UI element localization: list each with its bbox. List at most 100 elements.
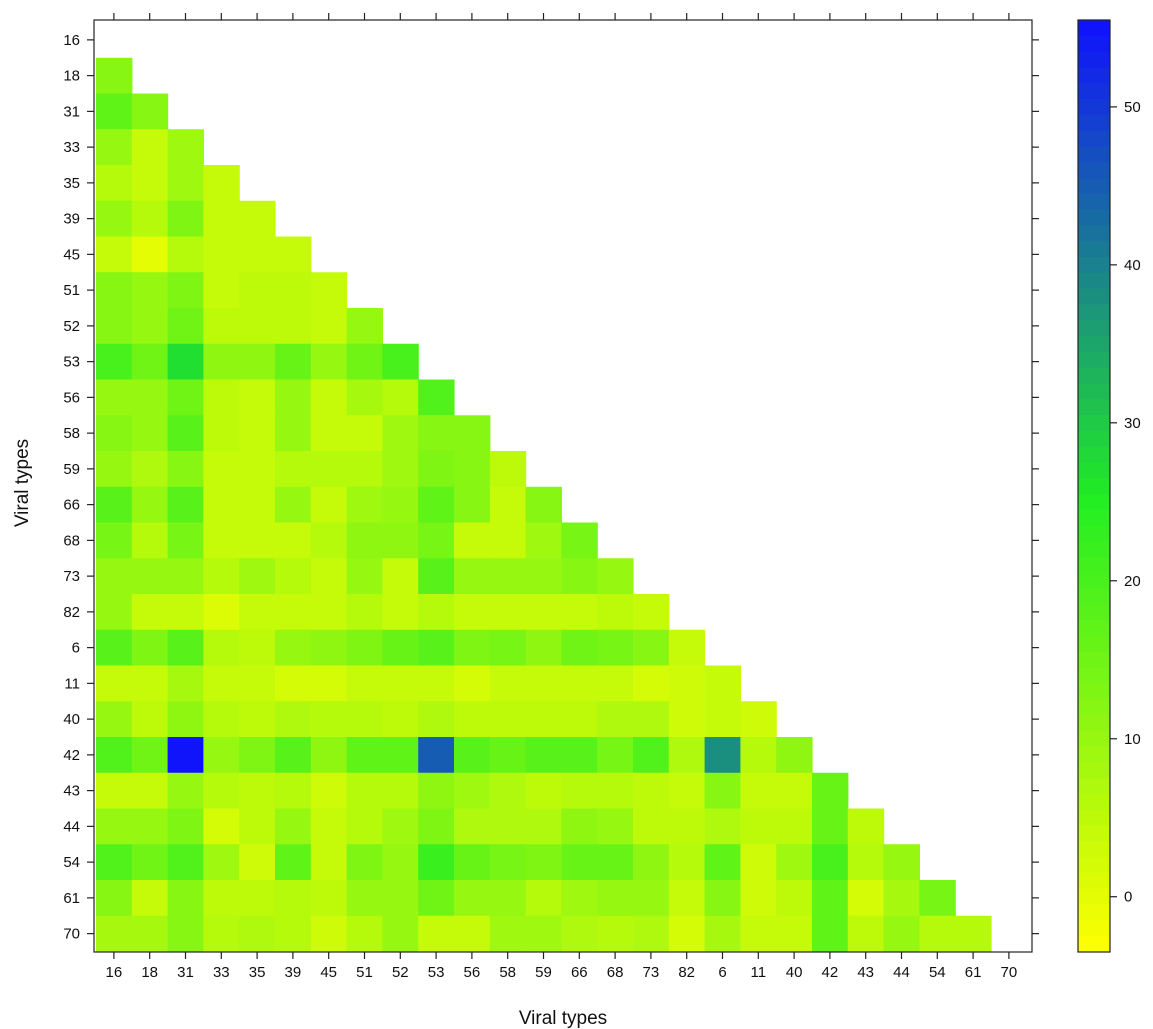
colorbar-step <box>1078 636 1110 653</box>
heatmap-cell <box>96 451 133 488</box>
heatmap-cell <box>382 844 419 881</box>
heatmap-cell <box>239 236 276 273</box>
colorbar-tick-label: 0 <box>1124 889 1132 906</box>
colorbar-step <box>1078 146 1110 163</box>
heatmap-cell <box>239 737 276 774</box>
heatmap-cell <box>131 165 169 202</box>
heatmap-cell <box>382 701 419 738</box>
heatmap-cell <box>418 808 455 845</box>
heatmap-cell <box>525 772 562 810</box>
heatmap-cell <box>561 808 598 845</box>
colorbar-step <box>1078 351 1110 369</box>
heatmap-cell <box>96 308 133 345</box>
heatmap-cell <box>239 343 276 381</box>
heatmap-cell <box>239 522 276 559</box>
heatmap-cell <box>489 558 527 595</box>
x-tick-label: 31 <box>177 964 194 981</box>
heatmap-cell <box>418 737 455 774</box>
heatmap-cell <box>275 415 312 452</box>
colorbar-step <box>1078 98 1110 116</box>
heatmap-cell <box>454 415 491 452</box>
heatmap-cell <box>489 880 527 917</box>
heatmap-cell <box>525 522 562 559</box>
heatmap-cell <box>167 915 204 953</box>
colorbar-step <box>1078 746 1110 763</box>
heatmap-cell <box>203 451 240 488</box>
x-tick-label: 54 <box>929 964 946 981</box>
heatmap-cell <box>275 343 312 381</box>
heatmap-cell <box>203 415 240 452</box>
colorbar-step <box>1078 225 1110 242</box>
heatmap-cell <box>597 594 634 631</box>
heatmap-cell <box>96 272 133 309</box>
heatmap-cell <box>167 200 204 238</box>
colorbar-step <box>1078 493 1110 511</box>
heatmap-cell <box>525 737 562 774</box>
heatmap-cell <box>812 808 849 845</box>
x-tick-label: 45 <box>320 964 337 981</box>
heatmap-cell <box>597 880 634 917</box>
heatmap-cell <box>489 808 527 845</box>
colorbar-step <box>1078 857 1110 874</box>
heatmap-cell <box>275 379 312 416</box>
heatmap-cell <box>704 737 741 774</box>
x-tick-label: 70 <box>1001 964 1018 981</box>
heatmap-cell <box>597 915 634 953</box>
heatmap-cell <box>668 737 706 774</box>
heatmap-cell <box>275 772 312 810</box>
heatmap-cell <box>167 379 204 416</box>
colorbar-step <box>1078 604 1110 621</box>
heatmap-cell <box>346 629 383 667</box>
heatmap-cell <box>239 772 276 810</box>
heatmap-cell <box>454 880 491 917</box>
x-tick-label: 51 <box>356 964 373 981</box>
heatmap-cell <box>167 594 204 631</box>
heatmap-cell <box>96 379 133 416</box>
heatmap-cell <box>668 629 706 667</box>
heatmap-cell <box>131 772 169 810</box>
heatmap-cell <box>525 594 562 631</box>
heatmap-cell <box>131 486 169 524</box>
heatmap-cell <box>96 522 133 559</box>
colorbar-step <box>1078 367 1110 384</box>
heatmap-cell <box>310 343 348 381</box>
heatmap-cell <box>561 772 598 810</box>
heatmap-cell <box>167 880 204 917</box>
plot-frame <box>93 19 1033 953</box>
x-tick-label: 18 <box>141 964 158 981</box>
heatmap-cell <box>131 701 169 738</box>
heatmap-cell <box>239 594 276 631</box>
x-tick-label: 40 <box>786 964 803 981</box>
heatmap-cell <box>525 629 562 667</box>
x-tick-label: 43 <box>857 964 874 981</box>
heatmap-cell <box>489 665 527 702</box>
colorbar-step <box>1078 20 1110 37</box>
heatmap-cell <box>346 844 383 881</box>
colorbar-tick-label: 40 <box>1124 257 1141 274</box>
heatmap-cell <box>454 486 491 524</box>
colorbar-step <box>1078 920 1110 937</box>
heatmap-cell <box>454 808 491 845</box>
heatmap-cell <box>346 308 383 345</box>
heatmap-cell <box>203 629 240 667</box>
heatmap-cell <box>131 522 169 559</box>
heatmap-cell <box>740 880 777 917</box>
heatmap-cell <box>131 737 169 774</box>
heatmap-cell <box>239 451 276 488</box>
colorbar-step <box>1078 177 1110 195</box>
heatmap-cell <box>131 844 169 881</box>
heatmap-cell <box>346 915 383 953</box>
heatmap-cell <box>346 343 383 381</box>
heatmap-cell <box>525 558 562 595</box>
colorbar-tick-label: 10 <box>1124 731 1141 748</box>
colorbar-tick-label: 20 <box>1124 573 1141 590</box>
heatmap-cell <box>167 486 204 524</box>
colorbar-step <box>1078 651 1110 669</box>
colorbar-step <box>1078 414 1110 432</box>
y-tick-label: 39 <box>63 211 80 228</box>
colorbar-step <box>1078 936 1110 953</box>
heatmap-cell <box>275 665 312 702</box>
heatmap-cell <box>275 701 312 738</box>
heatmap-cell <box>239 272 276 309</box>
heatmap-cell <box>668 808 706 845</box>
